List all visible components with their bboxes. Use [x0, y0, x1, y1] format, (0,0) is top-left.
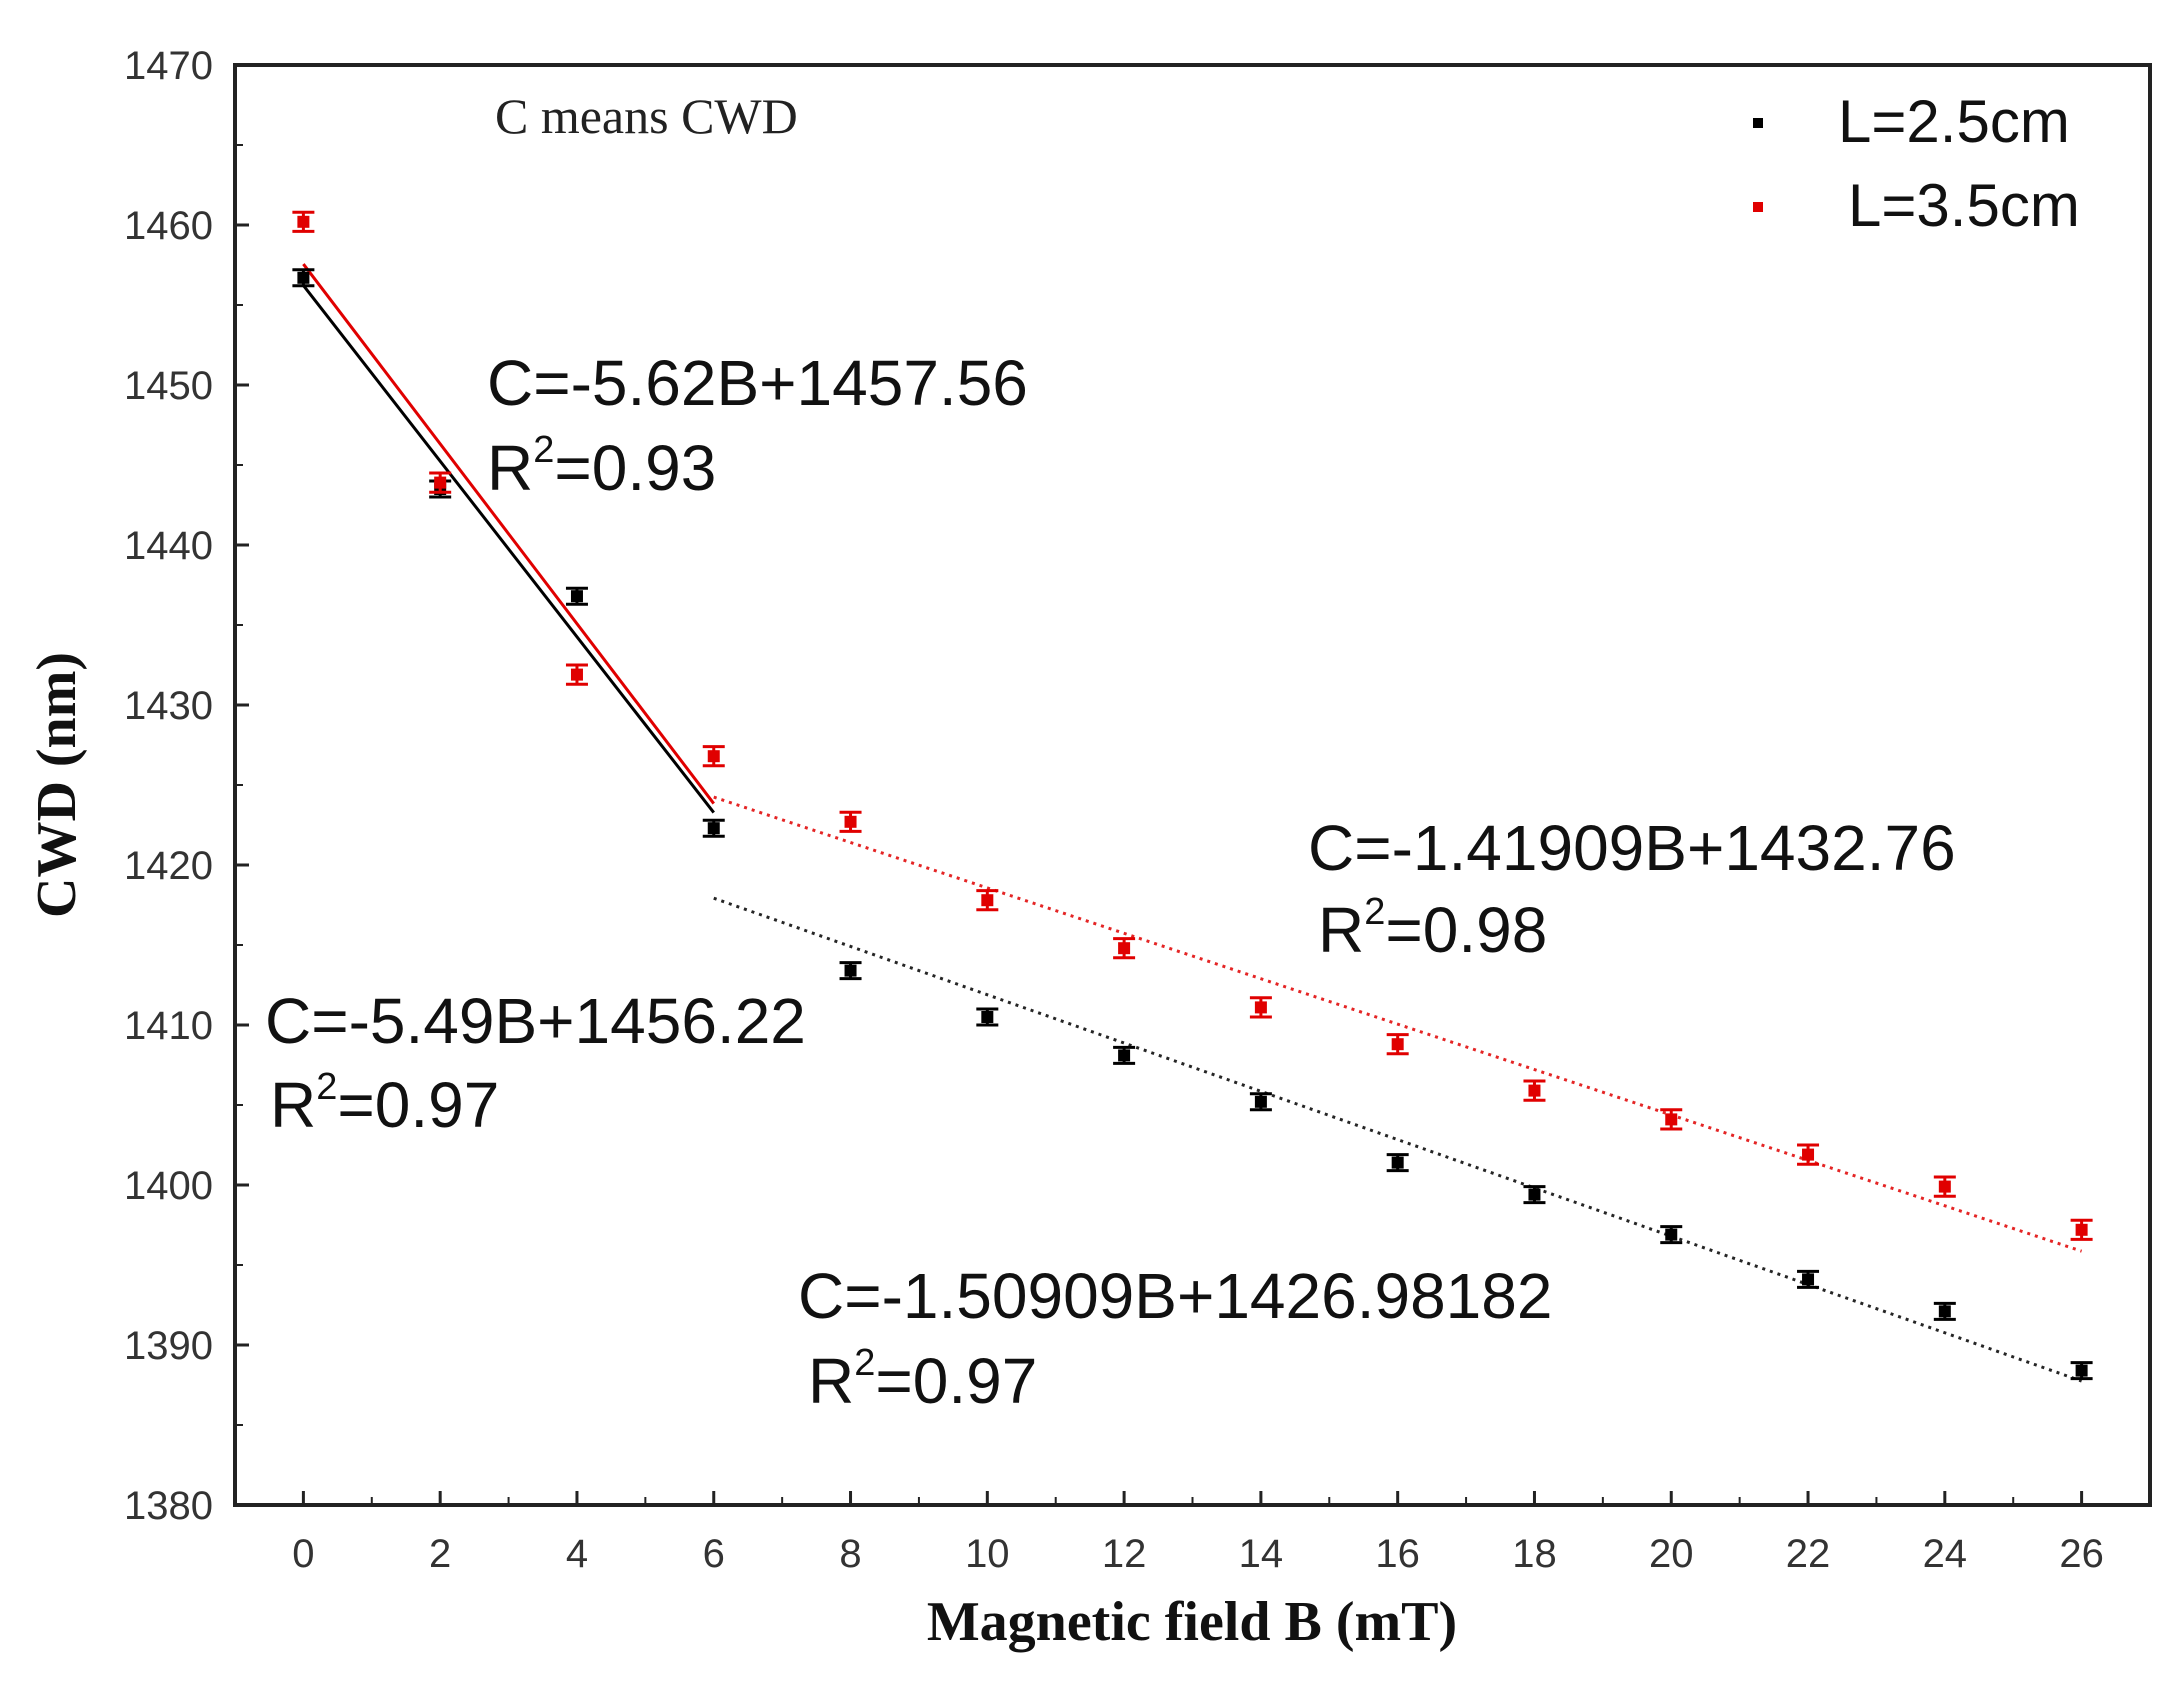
x-tick-label: 12 — [1102, 1532, 1147, 1576]
data-point-black — [976, 1007, 999, 1027]
x-tick-label: 0 — [292, 1532, 314, 1576]
y-tick-label: 1450 — [124, 364, 213, 408]
legend-label-red: L=3.5cm — [1848, 172, 2080, 239]
x-tick-label: 4 — [566, 1532, 588, 1576]
annotation-fit-red-early: C=-5.62B+1457.56 R2=0.93 — [487, 347, 1028, 504]
annotation-fit-red-late: C=-1.41909B+1432.76 R2=0.98 — [1308, 812, 1956, 966]
data-point-red — [429, 471, 452, 494]
note-text: C means CWD — [495, 88, 798, 144]
y-tick-label: 1470 — [124, 44, 213, 88]
data-point-black — [1797, 1269, 1820, 1289]
data-point-red — [1113, 937, 1136, 960]
equation-fit-red-early: C=-5.62B+1457.56 — [487, 347, 1028, 419]
data-point-red — [1386, 1033, 1409, 1056]
data-point-black — [1523, 1185, 1546, 1205]
y-tick-label: 1390 — [124, 1324, 213, 1368]
x-tick-label: 14 — [1239, 1532, 1284, 1576]
data-point-black — [292, 268, 315, 288]
fit-lines — [302, 263, 2083, 1383]
annotation-fit-black-early: C=-5.49B+1456.22 R2=0.97 — [265, 985, 806, 1141]
fit-line-2 — [713, 896, 2083, 1383]
x-tick-label: 20 — [1649, 1532, 1694, 1576]
data-point-black — [1386, 1153, 1409, 1173]
equation-fit-black-late: C=-1.50909B+1426.98182 — [798, 1260, 1552, 1332]
data-point-black — [1933, 1301, 1956, 1321]
r2-fit-red-late: R2=0.98 — [1318, 891, 1547, 966]
data-point-red — [1660, 1108, 1683, 1131]
equation-fit-red-late: C=-1.41909B+1432.76 — [1308, 812, 1956, 884]
r2-fit-black-late: R2=0.97 — [808, 1342, 1037, 1417]
x-tick-label: 22 — [1786, 1532, 1831, 1576]
y-tick-label: 1410 — [124, 1004, 213, 1048]
x-tick-label: 8 — [839, 1532, 861, 1576]
data-point-red — [702, 745, 725, 768]
x-tick-label: 26 — [2059, 1532, 2104, 1576]
y-tick-label: 1420 — [124, 844, 213, 888]
fit-line-3 — [713, 795, 2083, 1253]
data-point-black — [1113, 1045, 1136, 1065]
legend-marker-red — [1753, 202, 1763, 212]
data-point-red — [1249, 996, 1272, 1019]
data-point-red — [1523, 1079, 1546, 1102]
data-point-black — [1249, 1092, 1272, 1112]
data-point-black — [2070, 1361, 2093, 1381]
y-tick-label: 1400 — [124, 1164, 213, 1208]
legend-label-black: L=2.5cm — [1838, 88, 2070, 155]
legend-marker-black — [1753, 118, 1763, 128]
data-point-red — [839, 810, 862, 833]
data-point-black — [702, 818, 725, 838]
r2-fit-red-early: R2=0.93 — [487, 429, 716, 504]
y-tick-label: 1440 — [124, 524, 213, 568]
y-axis: 1380 1390 1400 1410 1420 1430 1440 1450 1460 1470 — [124, 44, 249, 1528]
data-point-red — [1933, 1175, 1956, 1198]
data-point-red — [292, 210, 315, 233]
fit-line-1 — [302, 263, 715, 805]
x-tick-label: 10 — [965, 1532, 1010, 1576]
x-tick-label: 2 — [429, 1532, 451, 1576]
x-axis-title: Magnetic field B (mT) — [927, 1591, 1457, 1653]
data-points — [292, 210, 2093, 1381]
x-tick-label: 6 — [703, 1532, 725, 1576]
fit-line-0 — [302, 284, 715, 814]
data-point-red — [565, 663, 588, 686]
x-axis: 0 2 4 6 8 10 12 14 16 18 20 22 24 26 — [292, 1491, 2104, 1576]
equation-fit-black-early: C=-5.49B+1456.22 — [265, 985, 806, 1057]
data-point-red — [1797, 1143, 1820, 1166]
data-point-red — [976, 889, 999, 912]
data-point-black — [1660, 1225, 1683, 1245]
y-axis-title: CWD (nm) — [26, 652, 88, 918]
r2-fit-black-early: R2=0.97 — [270, 1066, 499, 1141]
y-tick-label: 1430 — [124, 684, 213, 728]
legend: L=2.5cm L=3.5cm — [1753, 88, 2080, 239]
x-tick-label: 18 — [1512, 1532, 1557, 1576]
annotation-fit-black-late: C=-1.50909B+1426.98182 R2=0.97 — [798, 1260, 1552, 1417]
data-point-black — [565, 586, 588, 606]
y-tick-label: 1460 — [124, 204, 213, 248]
data-point-red — [2070, 1218, 2093, 1241]
x-tick-label: 24 — [1923, 1532, 1968, 1576]
y-tick-label: 1380 — [124, 1484, 213, 1528]
data-point-black — [839, 961, 862, 981]
x-tick-label: 16 — [1375, 1532, 1420, 1576]
